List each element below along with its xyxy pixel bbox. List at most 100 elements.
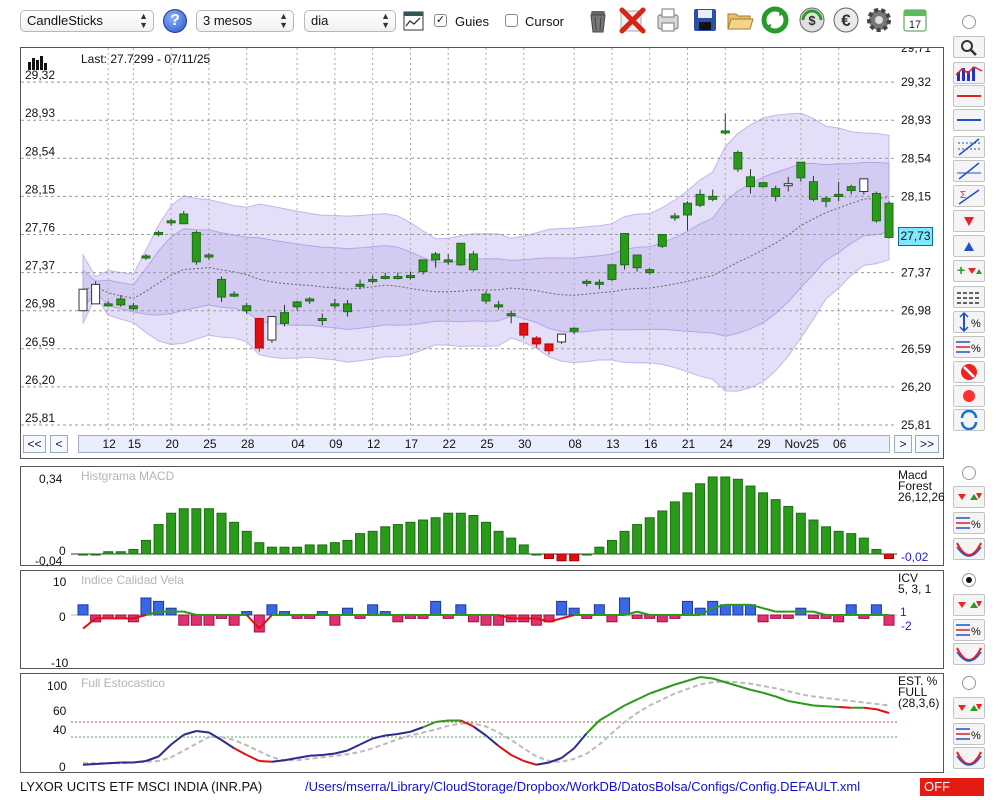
candle (103, 303, 113, 307)
stochastic-k-segment (876, 708, 890, 714)
macd-percent-lines-button[interactable]: % (953, 512, 985, 534)
nav-prev-button[interactable]: < (50, 435, 68, 453)
settings-icon[interactable] (864, 5, 894, 35)
icv-move-button[interactable] (953, 594, 985, 616)
macd-oscillator-button[interactable] (953, 538, 985, 560)
candle (632, 254, 642, 269)
macd-panel[interactable]: Histgrama MACD 0,34 0 -0,04 Macd Forest … (20, 466, 945, 568)
stochastic-k-segment (170, 733, 185, 746)
fibonacci-button[interactable] (953, 136, 985, 158)
price-y-tick-label: 28,93 (25, 106, 55, 120)
candle (78, 288, 88, 312)
stochastic-move-button[interactable] (953, 697, 985, 719)
macd-bar (367, 530, 378, 555)
percent-scale-button[interactable]: % (953, 311, 985, 333)
bar-chart-icon[interactable] (27, 54, 47, 70)
candle (645, 269, 655, 274)
panel-radio-stochastic[interactable] (962, 676, 976, 690)
icv-oscillator-button[interactable] (953, 643, 985, 665)
trendline-button[interactable] (953, 160, 985, 182)
macd-bar (304, 544, 315, 555)
indicator-button[interactable] (953, 62, 985, 84)
stop-button[interactable] (953, 361, 985, 383)
chart-type-select[interactable]: CandleSticks ▲ ▼ (20, 10, 154, 32)
candle (242, 305, 252, 312)
price-chart[interactable]: 29,32 29,32 28,93 28,93 28,54 28,54 28,15 28,15… (21, 48, 943, 433)
price-chart-panel[interactable]: 29,32 29,32 28,93 28,93 28,54 28,54 28,15 28,15… (20, 47, 944, 459)
stochastic-oscillator-button[interactable] (953, 747, 985, 769)
stochastic-k-segment (687, 676, 701, 682)
help-icon[interactable]: ? (163, 9, 187, 33)
stochastic-y-0: 0 (59, 760, 66, 774)
print-icon[interactable] (653, 5, 683, 35)
panel-radio-price[interactable] (962, 15, 976, 29)
icv-bar (556, 600, 568, 616)
nav-last-button[interactable]: >> (915, 435, 939, 453)
panel-radio-macd[interactable] (962, 466, 976, 480)
price-y-tick-label: 27,76 (25, 221, 55, 235)
refresh-icon[interactable] (760, 5, 790, 35)
candle (569, 327, 579, 332)
panel-radio-icv[interactable] (962, 573, 976, 587)
candle (557, 333, 567, 343)
candle (191, 232, 201, 263)
stochastic-percent-lines-button[interactable]: % (953, 723, 985, 745)
grid-lines-button[interactable] (953, 286, 985, 308)
macd-name2: Forest (898, 479, 933, 493)
icv-bar (329, 614, 341, 626)
swap-button[interactable] (953, 409, 985, 431)
sum-button[interactable]: Σ (953, 185, 985, 207)
icv-percent-lines-button[interactable]: % (953, 619, 985, 641)
spreadsheet-icon[interactable] (403, 11, 424, 31)
cursor-checkbox[interactable] (505, 14, 518, 27)
macd-bar (329, 542, 340, 555)
stochastic-k-segment (548, 757, 562, 764)
candle (405, 275, 415, 279)
stochastic-k-segment (838, 706, 852, 709)
calendar-icon[interactable]: 17 (900, 5, 930, 35)
candle (531, 337, 541, 345)
macd-bar (468, 515, 479, 555)
nav-next-button[interactable]: > (894, 435, 912, 453)
arrow-up-button[interactable] (953, 235, 985, 257)
save-icon[interactable] (690, 5, 720, 35)
icv-panel[interactable]: Indice Calidad Vela 10 0 -10 ICV 5, 3, 1… (20, 570, 944, 670)
horizontal-line-blue-button[interactable] (953, 109, 985, 131)
percent-lines-button[interactable]: % (953, 336, 985, 358)
update-icon[interactable]: $ (797, 5, 827, 35)
horizontal-line-red-button[interactable] (953, 85, 985, 107)
svg-text:Σ: Σ (960, 190, 966, 201)
macd-bar (669, 501, 680, 555)
price-y-tick-label-right: 29,32 (901, 75, 931, 89)
delete-icon[interactable] (617, 5, 647, 35)
period-select[interactable]: 3 mesos ▲ ▼ (196, 10, 294, 32)
macd-move-button[interactable] (953, 486, 985, 508)
candle (695, 193, 705, 206)
date-tick-label: 17 (404, 437, 419, 451)
svg-text:%: % (971, 626, 981, 638)
connection-status-badge[interactable]: OFF (920, 778, 984, 796)
macd-bar (846, 533, 857, 555)
stochastic-k-segment (523, 760, 537, 766)
nav-first-button[interactable]: << (23, 435, 46, 453)
stochastic-k-segment (334, 749, 348, 755)
interval-select[interactable]: dia ▲ ▼ (304, 10, 396, 32)
config-path-link[interactable]: /Users/mserra/Library/CloudStorage/Dropb… (305, 779, 861, 794)
oscillator-icon (956, 751, 982, 766)
zoom-button[interactable] (953, 36, 985, 58)
open-folder-icon[interactable] (725, 5, 755, 35)
stochastic-k-segment (624, 698, 638, 707)
date-axis[interactable]: 12 15 20 25 28 04 09 12 17 22 25 30 08 13 16 21 24 29 Nov2… (78, 435, 890, 453)
record-button[interactable] (953, 385, 985, 407)
icv-signal-segment (712, 603, 726, 610)
stochastic-name: EST. % (898, 674, 938, 688)
arrow-down-button[interactable] (953, 210, 985, 232)
trash-icon[interactable] (583, 5, 613, 35)
candle (368, 278, 378, 282)
price-y-tick-label-right: 28,15 (901, 189, 931, 203)
currency-icon[interactable]: € (831, 5, 861, 35)
stochastic-panel[interactable]: Full Estocastico 100 60 40 0 EST. % FULL… (20, 673, 944, 774)
add-indicator-button[interactable]: + (953, 260, 985, 282)
guies-checkbox[interactable]: ✓ (434, 14, 447, 27)
date-tick-label: 16 (644, 437, 658, 451)
